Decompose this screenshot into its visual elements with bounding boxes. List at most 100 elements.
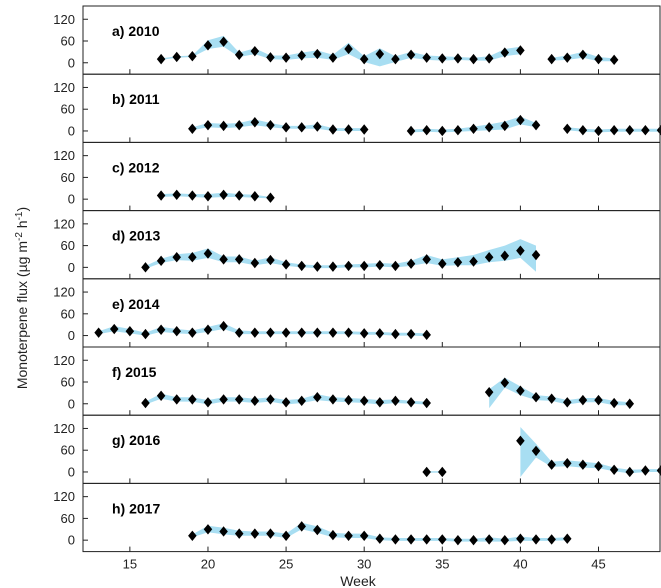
flux-marker bbox=[281, 122, 291, 133]
y-tick-label: 0 bbox=[68, 533, 75, 548]
flux-marker bbox=[531, 392, 541, 403]
flux-marker bbox=[250, 191, 260, 202]
y-tick-label: 0 bbox=[68, 55, 75, 70]
flux-marker bbox=[438, 53, 447, 64]
y-axis-title-mid: h bbox=[14, 220, 30, 232]
flux-marker bbox=[375, 397, 385, 408]
flux-marker bbox=[313, 327, 322, 338]
flux-marker bbox=[516, 245, 525, 256]
y-tick-label: 120 bbox=[53, 80, 75, 95]
flux-marker bbox=[188, 252, 197, 263]
flux-marker bbox=[297, 395, 306, 407]
flux-marker bbox=[281, 327, 291, 338]
flux-marker bbox=[594, 53, 603, 65]
flux-marker bbox=[547, 53, 556, 65]
y-tick-label: 120 bbox=[53, 353, 75, 368]
flux-marker bbox=[375, 328, 385, 339]
flux-marker bbox=[344, 530, 353, 542]
flux-marker bbox=[406, 328, 416, 340]
flux-marker bbox=[609, 54, 619, 66]
x-tick-label: 15 bbox=[123, 557, 137, 572]
flux-marker bbox=[406, 534, 416, 545]
y-axis-title: Monoterpene flux (µg m-2 h-1) bbox=[14, 207, 31, 389]
flux-marker bbox=[375, 533, 385, 544]
flux-marker bbox=[547, 459, 556, 470]
flux-marker bbox=[359, 124, 369, 135]
flux-marker bbox=[281, 397, 291, 408]
flux-marker bbox=[203, 191, 213, 202]
panel-frame bbox=[82, 73, 661, 143]
flux-marker bbox=[281, 52, 291, 63]
flux-marker bbox=[422, 329, 431, 341]
y-axis-title-sup2: -1 bbox=[14, 211, 25, 220]
flux-marker bbox=[297, 50, 306, 61]
flux-marker bbox=[234, 327, 244, 338]
flux-marker bbox=[344, 260, 353, 272]
panel-label: d) 2013 bbox=[112, 228, 160, 244]
flux-marker bbox=[516, 114, 525, 126]
flux-marker bbox=[281, 530, 291, 542]
y-tick-label: 60 bbox=[61, 170, 75, 185]
flux-marker bbox=[422, 534, 431, 545]
y-axis-title-sup1: -2 bbox=[14, 232, 25, 241]
flux-marker bbox=[594, 394, 603, 406]
flux-marker bbox=[563, 458, 572, 469]
flux-marker bbox=[531, 249, 541, 261]
panel-7: 0 60 120 g) 2016 bbox=[53, 414, 661, 484]
flux-marker bbox=[266, 394, 275, 405]
uncertainty-band bbox=[145, 239, 536, 272]
flux-marker bbox=[391, 260, 400, 272]
uncertainty-band bbox=[192, 119, 365, 131]
flux-marker bbox=[594, 460, 603, 472]
flux-marker bbox=[344, 124, 353, 135]
y-tick-label: 120 bbox=[53, 216, 75, 231]
flux-marker bbox=[344, 327, 353, 338]
flux-marker bbox=[391, 395, 400, 407]
y-tick-label: 60 bbox=[61, 375, 75, 390]
flux-marker bbox=[422, 254, 431, 265]
flux-marker bbox=[313, 48, 322, 60]
flux-marker bbox=[250, 528, 260, 539]
flux-marker bbox=[516, 533, 525, 544]
flux-marker bbox=[219, 189, 228, 201]
flux-marker bbox=[234, 49, 244, 60]
flux-marker bbox=[266, 327, 275, 338]
flux-marker bbox=[141, 397, 150, 409]
flux-marker bbox=[609, 125, 619, 136]
flux-marker bbox=[406, 258, 416, 269]
flux-marker bbox=[156, 255, 166, 267]
y-tick-label: 0 bbox=[68, 260, 75, 275]
flux-marker bbox=[438, 258, 447, 269]
flux-marker bbox=[219, 394, 228, 405]
y-tick-label: 60 bbox=[61, 102, 75, 117]
flux-marker bbox=[563, 52, 572, 63]
flux-marker bbox=[516, 385, 525, 396]
flux-marker bbox=[156, 390, 166, 401]
uncertainty-band bbox=[161, 35, 521, 67]
flux-marker bbox=[563, 533, 572, 544]
flux-marker bbox=[422, 52, 431, 63]
flux-marker bbox=[641, 125, 650, 136]
flux-marker bbox=[641, 465, 650, 476]
flux-marker bbox=[141, 262, 150, 273]
flux-marker bbox=[609, 464, 619, 475]
y-tick-label: 120 bbox=[53, 421, 75, 436]
x-axis-title: Week bbox=[340, 573, 377, 588]
flux-marker bbox=[234, 119, 244, 131]
flux-marker bbox=[313, 392, 322, 403]
y-tick-label: 0 bbox=[68, 328, 75, 343]
flux-marker bbox=[375, 48, 385, 60]
panel-2: 0 60 120 b) 2011 bbox=[53, 73, 661, 143]
flux-marker bbox=[625, 398, 635, 409]
flux-marker bbox=[359, 395, 369, 407]
flux-marker bbox=[328, 327, 338, 338]
flux-marker bbox=[391, 534, 400, 545]
y-tick-label: 60 bbox=[61, 443, 75, 458]
flux-marker bbox=[328, 261, 338, 272]
flux-marker bbox=[250, 45, 260, 57]
flux-marker bbox=[375, 259, 385, 271]
flux-marker bbox=[219, 254, 228, 265]
flux-marker bbox=[156, 53, 166, 65]
flux-marker bbox=[328, 529, 338, 541]
